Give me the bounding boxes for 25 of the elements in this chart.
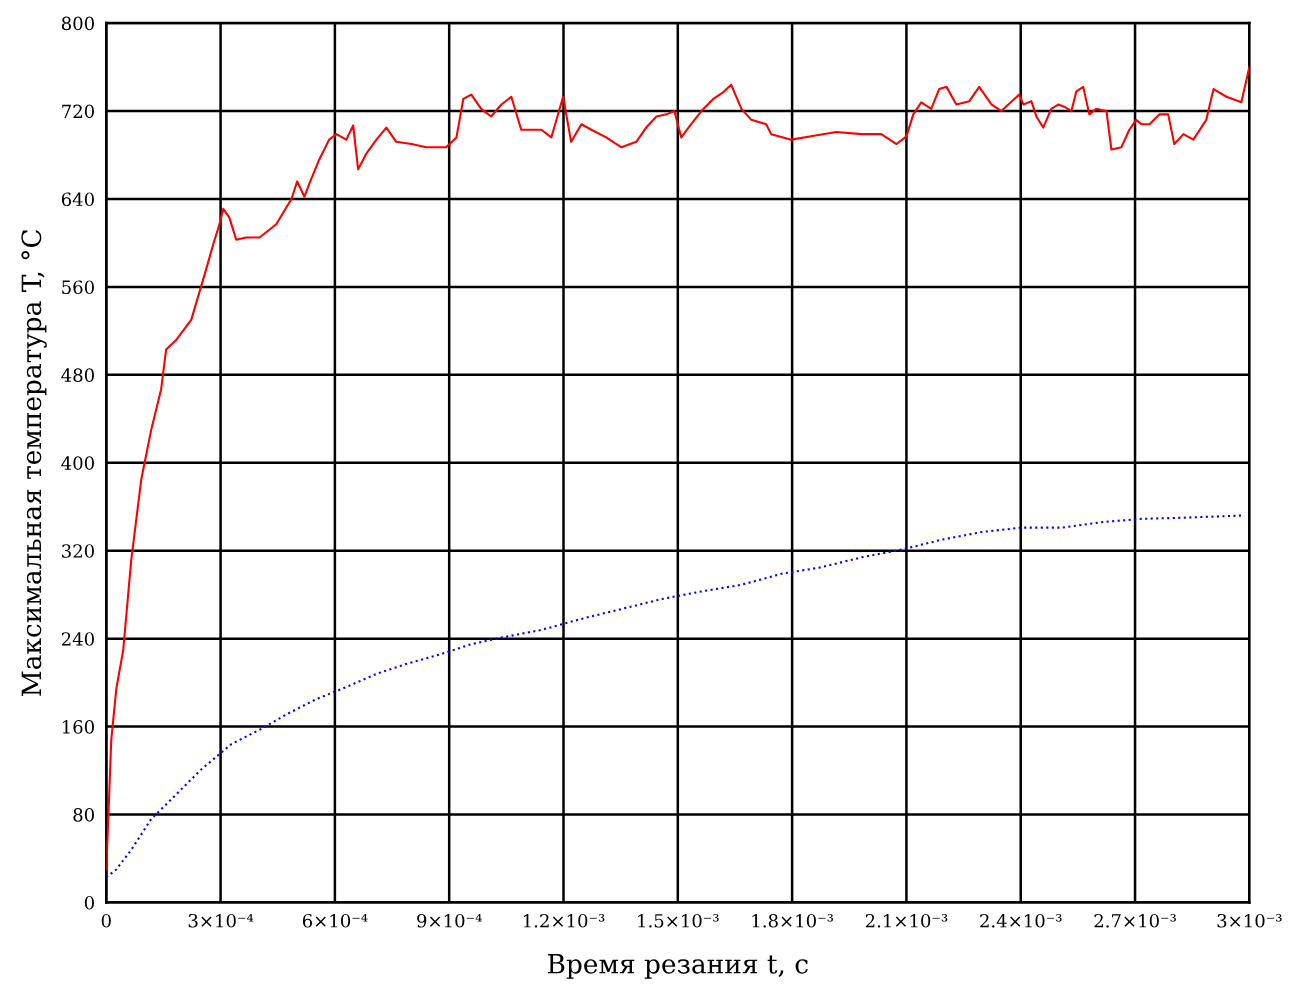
y-tick-label: 160 <box>62 720 94 734</box>
y-tick-label: 640 <box>61 192 94 207</box>
x-tick-label: 2.7×10⁻³ <box>1094 913 1176 928</box>
x-tick-label: 1.5×10⁻³ <box>638 913 719 928</box>
y-tick-label: 720 <box>62 104 94 119</box>
x-tick-label: 2.4×10⁻³ <box>980 913 1062 928</box>
x-tick-label: 3×10⁻⁴ <box>188 913 254 928</box>
y-tick-label: 320 <box>62 544 94 558</box>
x-tick-label: 1.8×10⁻³ <box>752 913 833 928</box>
y-axis-title: Максимальная температура T, °C <box>21 229 47 696</box>
y-tick-label: 80 <box>73 808 94 822</box>
y-tick-label: 800 <box>61 16 94 31</box>
x-tick-label: 9×10⁻⁴ <box>417 913 482 928</box>
y-tick-label: 0 <box>84 895 94 910</box>
x-tick-label: 6×10⁻⁴ <box>302 913 368 928</box>
x-tick-label: 1.2×10⁻³ <box>523 913 605 928</box>
line-series <box>106 514 1243 879</box>
y-tick-label: 400 <box>61 456 94 470</box>
x-tick-label: 2.1×10⁻³ <box>865 913 948 928</box>
x-axis-title: Время резания t, c <box>548 954 808 979</box>
x-tick-label: 3×10⁻³ <box>1217 913 1282 928</box>
y-tick-label: 560 <box>62 280 94 295</box>
y-tick-label: 480 <box>61 368 94 382</box>
x-tick-label: 0 <box>101 913 111 928</box>
y-tick-label: 240 <box>61 632 94 646</box>
